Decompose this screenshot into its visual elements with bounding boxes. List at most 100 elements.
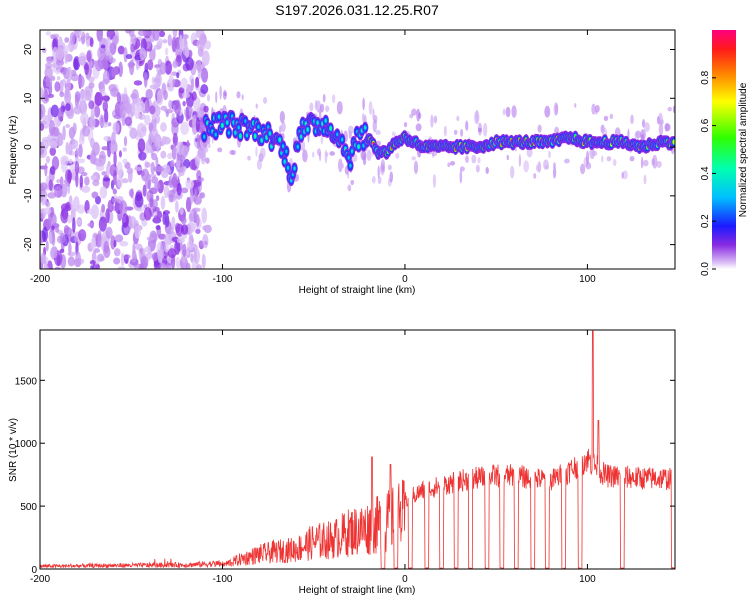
colorbar-tick-label: 0.8 <box>700 70 711 84</box>
heatmap-noise-cell <box>160 150 167 159</box>
heatmap-noise-cell <box>78 90 87 106</box>
heatmap-noise-cell <box>117 266 126 269</box>
heatmap-noise-cell <box>172 60 179 69</box>
heatmap-noise-cell <box>103 135 112 142</box>
heatmap-faint-cell <box>553 162 556 169</box>
heatmap-noise-cell <box>55 59 65 66</box>
heatmap-noise-cell <box>67 214 73 224</box>
heatmap-ridge-cell <box>336 132 339 137</box>
heatmap-ridge-cell <box>203 134 206 139</box>
heatmap-noise-cell <box>111 197 118 204</box>
heatmap-faint-cell <box>411 156 416 161</box>
heatmap-faint-cell <box>415 123 422 132</box>
heatmap-noise-cell <box>59 91 65 98</box>
heatmap-noise-cell <box>59 176 64 187</box>
heatmap-noise-cell <box>89 137 95 149</box>
heatmap-noise-cell <box>186 240 194 251</box>
heatmap-faint-cell <box>664 123 671 132</box>
heatmap-noise-cell <box>85 32 90 40</box>
heatmap-noise-cell <box>186 221 196 233</box>
heatmap-noise-cell <box>138 151 147 161</box>
heatmap-noise-cell <box>59 232 66 244</box>
heatmap-noise-cell <box>198 240 204 247</box>
heatmap-noise-cell <box>168 99 173 109</box>
heatmap-noise-cell <box>95 161 104 167</box>
heatmap-noise-cell <box>197 46 204 57</box>
y-tick-label: 500 <box>20 502 37 513</box>
heatmap-noise-cell <box>56 76 61 81</box>
heatmap-noise-cell <box>174 99 182 116</box>
heatmap-faint-cell <box>505 106 511 118</box>
heatmap-noise-cell <box>71 69 77 77</box>
heatmap-faint-cell <box>309 102 314 112</box>
heatmap-noise-cell <box>164 108 174 114</box>
heatmap-noise-cell <box>88 82 95 89</box>
heatmap-ridge-cell <box>300 134 303 139</box>
heatmap-faint-cell <box>256 159 262 171</box>
heatmap-noise-cell <box>122 158 128 164</box>
heatmap-noise-cell <box>134 104 141 120</box>
heatmap-faint-cell <box>229 150 235 156</box>
heatmap-noise-cell <box>175 46 183 59</box>
heatmap-noise-cell <box>50 104 60 118</box>
heatmap-noise-cell <box>200 84 209 95</box>
heatmap-faint-cell <box>548 151 551 159</box>
heatmap-noise-cell <box>168 72 174 89</box>
heatmap-noise-cell <box>118 150 123 158</box>
heatmap-noise-cell <box>157 38 163 46</box>
heatmap-noise-cell <box>195 214 200 227</box>
heatmap-noise-cell <box>152 30 160 41</box>
heatmap-noise-cell <box>176 141 185 156</box>
heatmap-noise-cell <box>202 234 209 249</box>
heatmap-noise-cell <box>45 201 51 208</box>
heatmap-noise-cell <box>196 59 202 73</box>
heatmap-noise-cell <box>78 143 83 158</box>
heatmap-noise-cell <box>99 81 106 95</box>
y-tick-label: 1000 <box>15 439 38 450</box>
heatmap-ridge-cell <box>217 115 221 119</box>
heatmap-ridge-cell <box>350 149 354 153</box>
figure-title: S197.2026.031.12.25.R07 <box>275 2 439 18</box>
heatmap-noise-cell <box>63 225 70 234</box>
heatmap-noise-cell <box>154 206 160 212</box>
heatmap-noise-cell <box>129 127 138 139</box>
heatmap-noise-cell <box>101 203 106 213</box>
heatmap-faint-cell <box>223 91 227 97</box>
heatmap-noise-cell <box>160 195 166 210</box>
heatmap-noise-cell <box>104 108 109 125</box>
heatmap-noise-cell <box>118 61 123 78</box>
heatmap-noise-cell <box>66 66 73 82</box>
heatmap-noise-cell <box>45 77 53 88</box>
heatmap-noise-cell <box>150 161 155 175</box>
colorbar: 0.0 0.2 0.4 0.6 0.8 Normalized spectral ampl… <box>700 30 749 276</box>
heatmap-faint-cell <box>279 125 282 137</box>
heatmap-noise-cell <box>74 160 80 175</box>
heatmap-faint-cell <box>533 172 537 179</box>
heatmap-noise-cell <box>199 192 206 199</box>
heatmap-noise-cell <box>73 58 79 71</box>
heatmap-noise-cell <box>102 100 109 112</box>
snr-x-ticks: -200 -100 0 100 <box>30 330 596 585</box>
heatmap-faint-cell <box>591 150 598 157</box>
heatmap-noise-cell <box>203 105 209 113</box>
heatmap-noise-cell <box>48 120 55 136</box>
heatmap-noise-cell <box>175 256 181 269</box>
heatmap-noise-cell <box>111 131 116 145</box>
heatmap-faint-cell <box>205 157 210 164</box>
heatmap-noise-cell <box>158 30 166 38</box>
heatmap-faint-cell <box>325 105 330 112</box>
heatmap-faint-cell <box>594 104 600 113</box>
heatmap-noise-cell <box>172 132 178 147</box>
heatmap-noise-cell <box>40 182 48 191</box>
heatmap-noise-cell <box>180 224 189 235</box>
heatmap-noise-cell <box>130 34 137 44</box>
heatmap-noise-cell <box>144 246 152 253</box>
heatmap-noise-cell <box>67 169 72 185</box>
heatmap-noise-cell <box>78 31 84 37</box>
heatmap-noise-cell <box>143 71 148 88</box>
heatmap-noise-cell <box>193 179 200 188</box>
heatmap-faint-cell <box>640 129 646 140</box>
heatmap-noise-cell <box>128 188 134 198</box>
heatmap-ridge-cell <box>257 125 260 129</box>
heatmap-faint-cell <box>552 166 557 179</box>
